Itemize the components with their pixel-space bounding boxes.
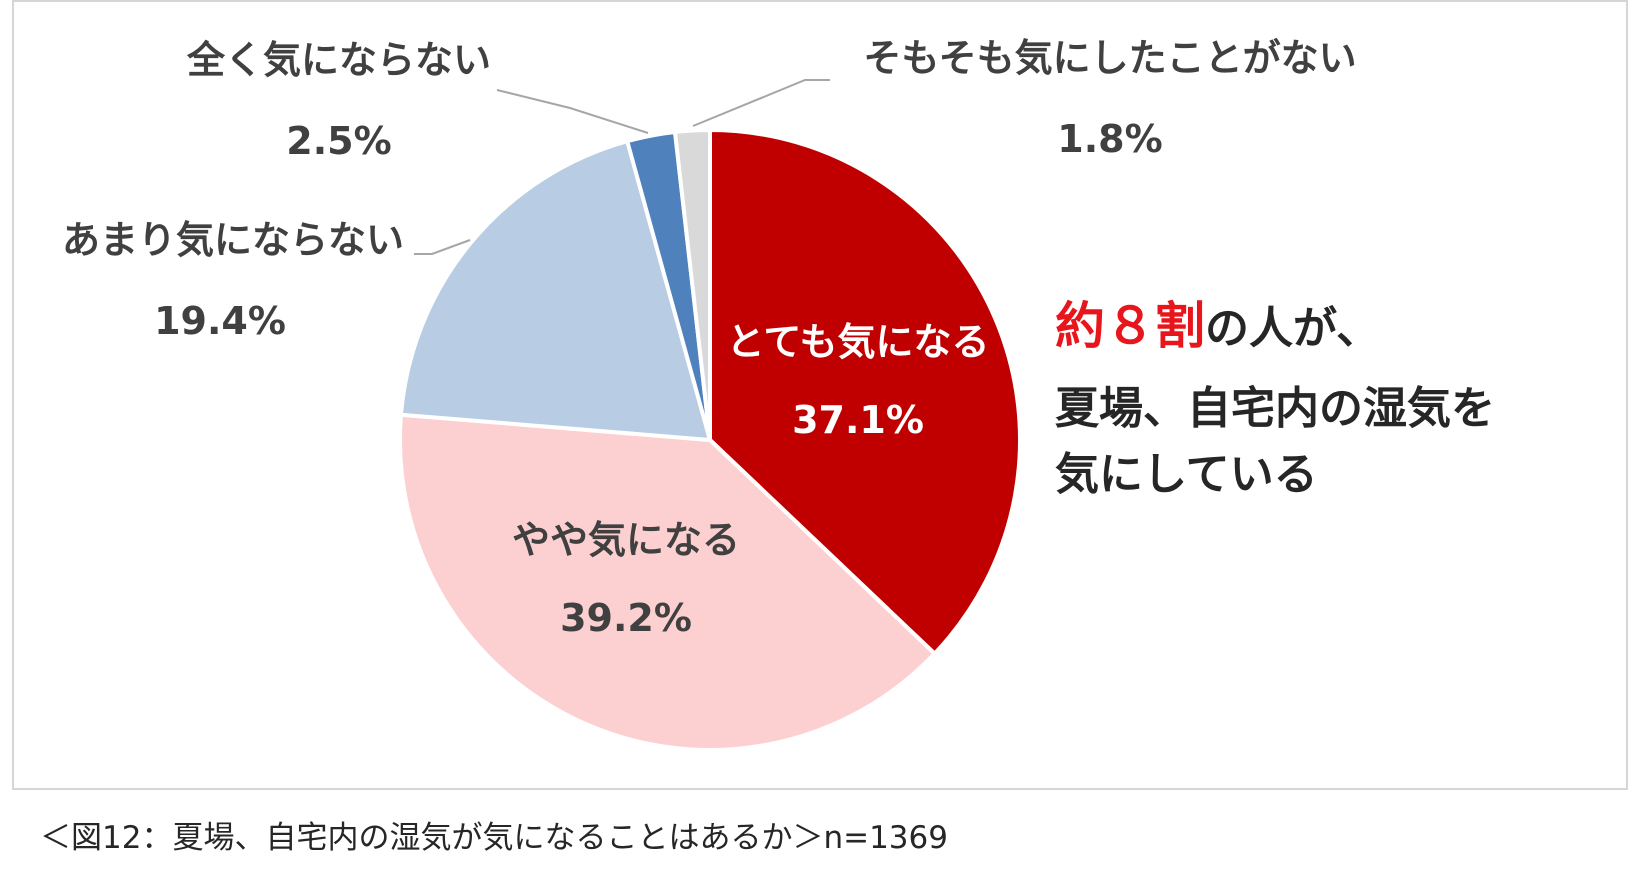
slice-very-concerned (708, 128, 1022, 656)
slice-label-not-concerned-at-all: 全く気にならない (186, 38, 491, 82)
slice-not-very-concerned (399, 139, 712, 442)
slice-label-never-considered: そもそも気にしたことがない (863, 36, 1356, 80)
slice-label-somewhat-concerned: やや気になる (512, 518, 740, 562)
annotation-line-3: 気にしている (1055, 449, 1318, 500)
annotation-line-1-rest: の人が、 (1205, 303, 1381, 354)
pie-chart: とても気になる 37.1% やや気になる 39.2% あまり気にならない 19.… (62, 36, 1357, 752)
slice-label-not-very-concerned: あまり気にならない (62, 218, 404, 262)
leader-lines (414, 79, 830, 255)
figure-caption: ＜図12：夏場、自宅内の湿気が気になることはあるか＞n=1369 (40, 820, 948, 856)
slice-never-considered (673, 128, 712, 442)
slice-value-somewhat-concerned: 39.2% (560, 596, 692, 640)
annotation-line-1: 約８割の人が、 (1055, 286, 1380, 358)
annotation-line-2: 夏場、自宅内の湿気を (1055, 383, 1495, 434)
leader-line-never-considered (692, 79, 830, 127)
leader-line-not-concerned-at-all (496, 89, 649, 134)
slice-value-very-concerned: 37.1% (792, 398, 924, 442)
pie-slices (398, 128, 1022, 752)
leader-line-not-very-concerned (414, 239, 471, 255)
slice-label-very-concerned: とても気になる (727, 320, 990, 364)
slice-value-never-considered: 1.8% (1057, 117, 1162, 161)
slice-value-not-concerned-at-all: 2.5% (286, 119, 391, 163)
slice-value-not-very-concerned: 19.4% (154, 299, 286, 343)
slice-somewhat-concerned (398, 412, 937, 752)
annotation-highlight: 約８割 (1055, 297, 1205, 355)
